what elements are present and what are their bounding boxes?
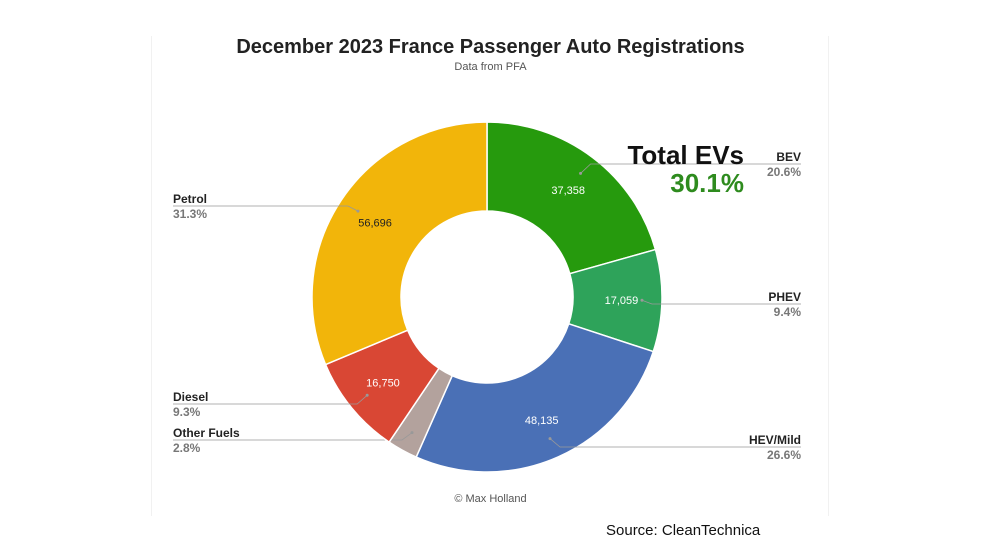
slice-percent-petrol: 31.3% (173, 207, 207, 221)
leader-line-bev (580, 163, 801, 174)
leader-dot-petrol (356, 209, 360, 213)
slice-label-diesel: Diesel (173, 390, 208, 404)
total-evs-label: Total EVs (627, 140, 744, 170)
donut-slice-hev-mild (415, 322, 655, 473)
slice-value-bev: 37,358 (551, 185, 585, 197)
leader-line-other-fuels (173, 432, 413, 441)
slice-percent-phev: 9.4% (774, 305, 802, 319)
leader-dot-bev (579, 171, 583, 175)
slice-percent-other-fuels: 2.8% (173, 441, 201, 455)
slice-label-hev-mild: HEV/Mild (749, 433, 801, 447)
leader-line-phev (641, 299, 801, 305)
chart-subtitle: Data from PFA (454, 61, 527, 73)
leader-line-petrol (173, 205, 359, 212)
total-evs-callout: Total EVs 30.1% (584, 142, 744, 196)
leader-dot-other-fuels (410, 431, 414, 435)
copyright: © Max Holland (454, 493, 527, 505)
donut-slice-petrol (311, 121, 488, 366)
slice-label-other-fuels: Other Fuels (173, 426, 240, 440)
leader-dot-hev-mild (548, 437, 552, 441)
slice-percent-diesel: 9.3% (173, 405, 201, 419)
slice-percent-bev: 20.6% (767, 165, 801, 179)
slice-label-phev: PHEV (768, 290, 801, 304)
leader-dot-diesel (365, 393, 369, 397)
leader-line-diesel (173, 394, 368, 405)
leader-dot-phev (640, 298, 644, 302)
slice-label-bev: BEV (776, 150, 801, 164)
slice-percent-hev-mild: 26.6% (767, 448, 801, 462)
slice-value-phev: 17,059 (605, 295, 639, 307)
slice-value-diesel: 16,750 (366, 377, 400, 389)
slice-label-petrol: Petrol (173, 192, 207, 206)
source-note: Source: CleanTechnica (606, 522, 761, 539)
chart-title: December 2023 France Passenger Auto Regi… (236, 36, 745, 58)
donut-slice-bev (486, 121, 657, 275)
leader-line-hev-mild (549, 438, 801, 448)
slice-value-hev-mild: 48,135 (525, 415, 559, 427)
total-evs-value: 30.1% (670, 168, 744, 198)
slice-value-petrol: 56,696 (358, 217, 392, 229)
